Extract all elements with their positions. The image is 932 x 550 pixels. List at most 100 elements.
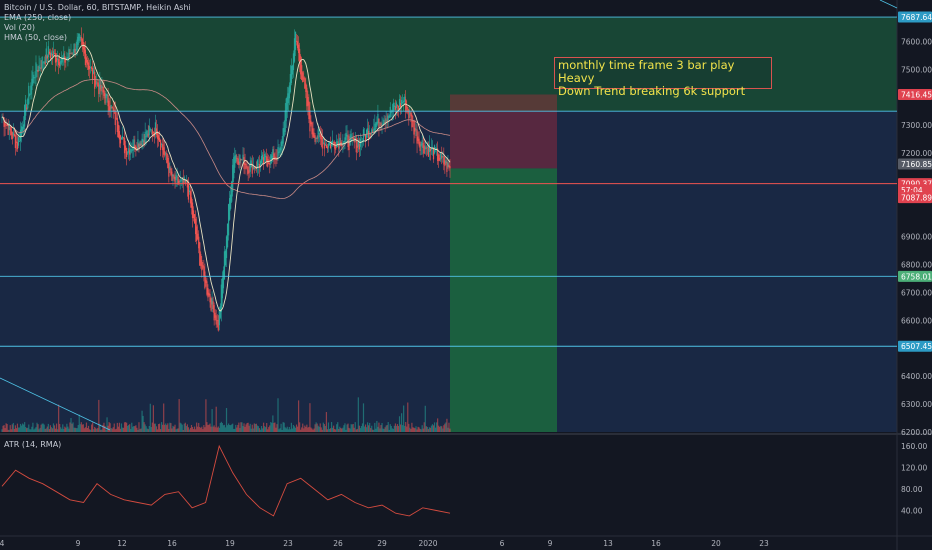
volume-bar: [358, 425, 360, 432]
legend-ema[interactable]: EMA (250, close): [4, 13, 72, 22]
horizontal-lines[interactable]: [0, 16, 897, 347]
candle-body: [236, 158, 238, 160]
volume-bar: [59, 423, 61, 432]
volume-bar: [186, 424, 188, 432]
volume-bar: [104, 425, 106, 432]
legend-symbol[interactable]: Bitcoin / U.S. Dollar, 60, BITSTAMP, Hei…: [4, 3, 191, 12]
candle-body: [348, 141, 350, 151]
candle-body: [108, 100, 110, 112]
candle-body: [155, 128, 158, 135]
time-tick-label: 6: [500, 539, 505, 548]
candle-body: [168, 163, 170, 177]
candle-body: [447, 162, 449, 167]
volume-bar: [323, 424, 325, 432]
legend-atr[interactable]: ATR (14, RMA): [4, 440, 62, 449]
volume-bar: [83, 428, 85, 432]
candle-body: [290, 66, 292, 83]
volume-bar: [270, 422, 272, 432]
volume-bar: [18, 427, 21, 432]
legend-vol[interactable]: Vol (20): [4, 23, 35, 32]
candle-body: [427, 147, 429, 157]
volume-bar: [139, 429, 141, 432]
volume-bar: [14, 425, 16, 432]
volume-bar: [25, 426, 27, 432]
annotation-textbox[interactable]: monthly time frame 3 bar play Heavy Down…: [554, 57, 772, 98]
candle-body: [23, 124, 25, 129]
volume-bar: [267, 429, 269, 432]
candle-body: [156, 131, 159, 139]
candle-body: [19, 129, 22, 142]
volume-bar: [43, 424, 45, 432]
volume-bar: [325, 412, 328, 432]
candle-body: [380, 122, 382, 127]
candle-body: [68, 48, 70, 58]
candle-body: [355, 138, 357, 153]
candle-body: [308, 101, 310, 120]
price-tag: [898, 270, 932, 282]
candle-body: [33, 77, 35, 79]
volume-bar: [36, 422, 38, 432]
candle-body: [95, 80, 97, 85]
candle-body: [180, 179, 182, 182]
volume-bar: [19, 423, 22, 432]
volume-bar: [236, 427, 238, 432]
candle-body: [315, 137, 317, 139]
candle-body: [154, 122, 157, 135]
volume-bar: [241, 422, 243, 432]
atr-tick-label: 160.00: [901, 442, 927, 451]
candle-body: [116, 117, 118, 133]
volume-bar: [92, 422, 94, 432]
candle-body: [266, 156, 268, 162]
candle-body: [10, 128, 12, 136]
candle-body: [44, 61, 46, 65]
volume-bar: [162, 424, 164, 432]
candle-body: [327, 143, 330, 148]
volume-bar: [129, 424, 131, 432]
candle-body: [42, 62, 44, 64]
volume-bar: [190, 424, 193, 432]
candle-body: [234, 155, 236, 168]
candle-body: [302, 72, 304, 83]
candle-body: [217, 319, 219, 331]
candle-body: [287, 93, 289, 104]
volume-bar: [136, 427, 138, 432]
candle-body: [176, 176, 178, 178]
candle-body: [140, 143, 142, 146]
candle-body: [9, 126, 11, 131]
candle-body: [249, 162, 251, 172]
candle-body: [213, 305, 215, 321]
candle-body: [214, 312, 216, 318]
candle-body: [192, 210, 195, 219]
volume-bar: [17, 427, 20, 432]
volume-bar: [333, 425, 335, 432]
candle-body: [186, 181, 188, 188]
volume-bar: [71, 423, 73, 432]
candle-body: [389, 106, 391, 118]
volume-bar: [171, 428, 173, 432]
time-tick-label: 9: [548, 539, 553, 548]
candle-body: [4, 122, 6, 127]
candle-body: [331, 139, 334, 144]
legend-hma[interactable]: HMA (50, close): [4, 33, 68, 42]
volume-bar: [272, 415, 274, 432]
candle-body: [110, 105, 112, 109]
candle-body: [420, 144, 422, 147]
candle-body: [149, 128, 151, 131]
volume-bar: [8, 429, 10, 432]
volume-bar: [281, 429, 283, 432]
volume-bar: [216, 427, 218, 432]
candle-body: [240, 158, 242, 161]
volume-bar: [2, 425, 4, 432]
candle-body: [390, 111, 392, 113]
candle-body: [350, 134, 352, 141]
volume-bar: [400, 413, 403, 432]
candle-body: [346, 134, 348, 137]
volume-bar: [46, 426, 48, 432]
volume-bar: [5, 423, 7, 432]
volume-bar: [67, 426, 69, 432]
candle-body: [273, 153, 275, 161]
candle-body: [30, 85, 32, 95]
volume-bar: [74, 427, 76, 432]
volume-bar: [28, 424, 30, 432]
candle-body: [239, 154, 241, 164]
